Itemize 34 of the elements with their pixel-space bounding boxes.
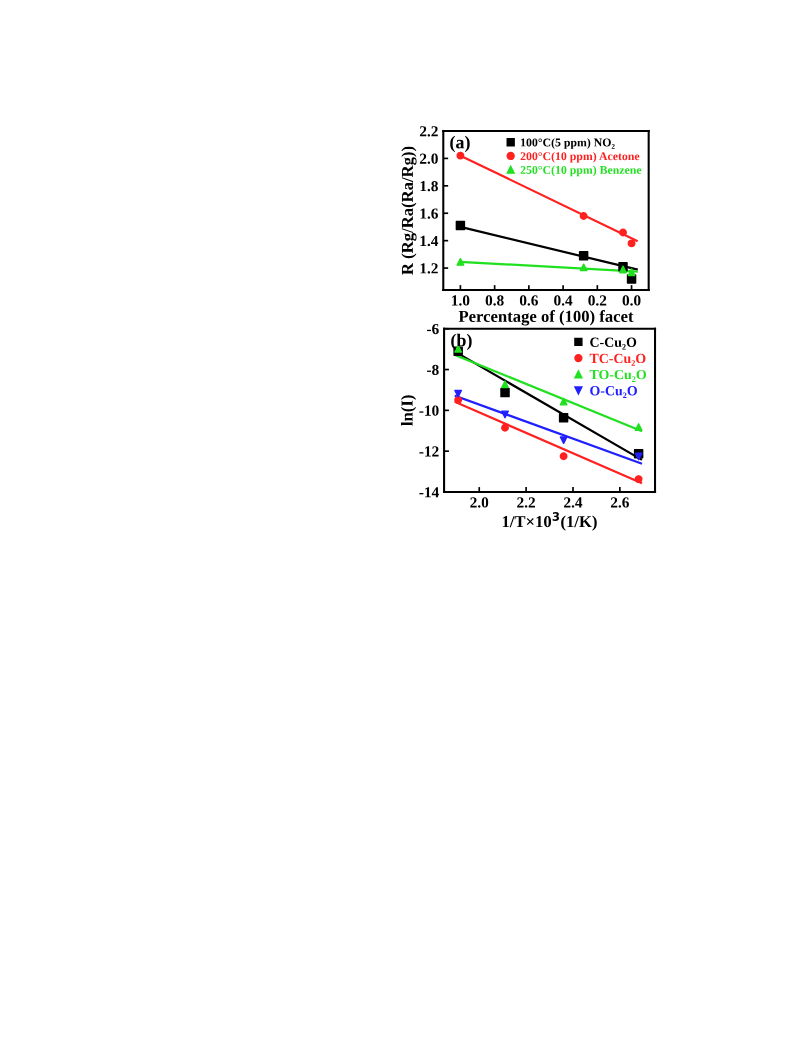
x-tick-label: 1.0: [452, 295, 470, 306]
x-tick-label: 2.0: [470, 497, 489, 508]
x-tick-label: 0.8: [485, 295, 504, 306]
annotation: (b): [451, 333, 472, 351]
y-tick-label: 2.0: [419, 153, 438, 164]
y-tick-label: -14: [419, 487, 439, 498]
x-tick-label: 0.4: [554, 295, 573, 306]
y-tick-label: -10: [419, 405, 439, 416]
y-tick-label: -8: [427, 364, 439, 375]
y-axis-title: ln(I): [400, 395, 417, 426]
legend-label: 200°C(10 ppm) Acetone: [520, 151, 640, 163]
x-tick-label: 2.6: [610, 497, 629, 508]
y-axis-title: R (Rg/Ra(Ra/Rg)): [401, 146, 417, 275]
y-tick-label: 1.4: [420, 235, 439, 247]
x-tick-label: 0.0: [622, 295, 641, 306]
x-tick-label: 2.4: [564, 497, 583, 508]
annotation: (a): [450, 135, 470, 153]
y-tick-label: -12: [419, 446, 439, 457]
legend-label: TO-Cu₂O: [589, 369, 647, 382]
x-tick-label: 2.2: [517, 497, 535, 508]
y-tick-label: 1.2: [420, 263, 438, 274]
legend-label: 250°C(10 ppm) Benzene: [520, 165, 642, 177]
legend-label: C-Cu₂O: [590, 337, 637, 350]
y-tick-label: -6: [427, 323, 439, 335]
legend-label: O-Cu₂O: [590, 386, 637, 399]
x-tick-label: 0.2: [588, 295, 607, 306]
x-axis-title: 1/T×10$^{3}$(1/K): [502, 512, 597, 531]
y-tick-label: 1.6: [420, 208, 438, 219]
y-tick-label: 2.2: [419, 126, 438, 137]
x-axis-title: Percentage of (100) facet: [458, 310, 634, 326]
legend-label: 100°C(5 ppm) NO₂: [521, 138, 615, 149]
legend-label: TC-Cu₂O: [589, 353, 646, 366]
y-tick-label: 1.8: [420, 180, 438, 192]
x-tick-label: 0.6: [519, 295, 538, 306]
